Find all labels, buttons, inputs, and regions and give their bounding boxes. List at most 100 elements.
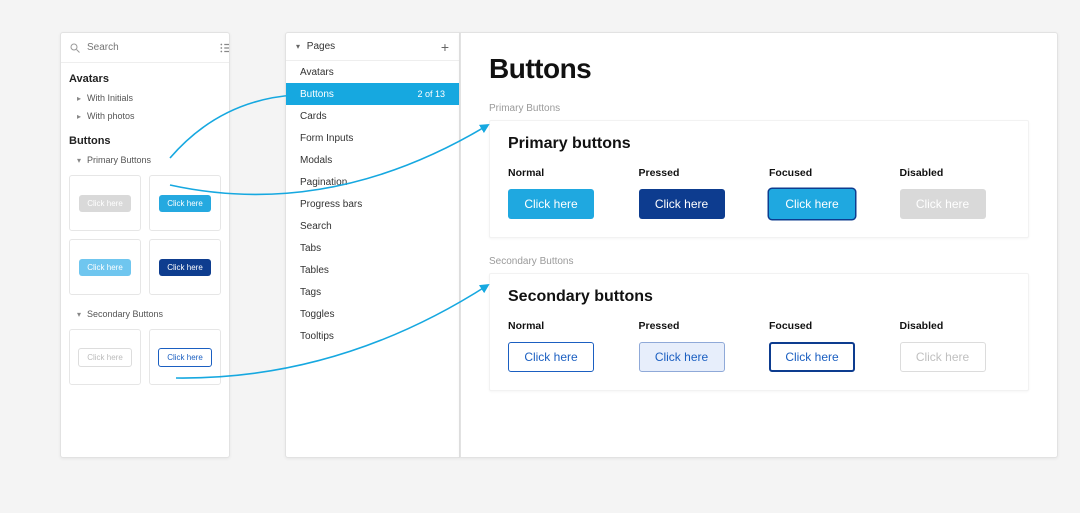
tree-item-with-initials[interactable]: ▸ With Initials: [61, 89, 229, 107]
page-item-avatars[interactable]: Avatars: [286, 61, 459, 83]
caret-down-icon: ▾: [296, 42, 300, 51]
page-item-count: 2 of 13: [417, 89, 445, 99]
page-item-label: Toggles: [300, 309, 334, 320]
tree-item-primary-buttons[interactable]: ▾ Primary Buttons: [61, 151, 229, 169]
sample-button-focused[interactable]: Click here: [769, 189, 855, 219]
tree-item-label: With photos: [87, 111, 135, 121]
page-item-cards[interactable]: Cards: [286, 105, 459, 127]
component-thumbnail[interactable]: Click here: [69, 329, 141, 385]
page-item-label: Pagination: [300, 177, 347, 188]
component-thumbnail[interactable]: Click here: [149, 175, 221, 231]
section-title-buttons: Buttons: [61, 125, 229, 151]
card-heading: Primary buttons: [508, 135, 1010, 153]
page-item-label: Tags: [300, 287, 321, 298]
tree-item-secondary-buttons[interactable]: ▾ Secondary Buttons: [61, 305, 229, 323]
sample-button-pressed[interactable]: Click here: [639, 189, 725, 219]
page-item-label: Buttons: [300, 89, 334, 100]
page-item-modals[interactable]: Modals: [286, 149, 459, 171]
caret-down-icon: ▾: [77, 156, 83, 165]
state-label: Normal: [508, 320, 619, 332]
sample-button-pressed[interactable]: Click here: [639, 342, 725, 372]
page-item-tabs[interactable]: Tabs: [286, 237, 459, 259]
search-input[interactable]: [87, 42, 219, 53]
button-state-col: Normal Click here: [508, 167, 619, 219]
sample-button-disabled[interactable]: Click here: [900, 342, 986, 372]
tree-item-label: With Initials: [87, 93, 133, 103]
page-item-form-inputs[interactable]: Form Inputs: [286, 127, 459, 149]
thumb-button-dark: Click here: [159, 259, 211, 276]
tree-item-label: Secondary Buttons: [87, 309, 163, 319]
search-icon: [69, 42, 81, 54]
sample-button-normal[interactable]: Click here: [508, 342, 594, 372]
thumb-button-disabled: Click here: [79, 195, 131, 212]
page-item-tags[interactable]: Tags: [286, 281, 459, 303]
page-item-label: Tooltips: [300, 331, 334, 342]
search-row: [61, 33, 229, 63]
group-label: Primary Buttons: [489, 103, 1029, 114]
component-card: Secondary buttonsNormalClick herePressed…: [489, 273, 1029, 391]
component-thumbnail[interactable]: Click here: [69, 239, 141, 295]
button-state-col: Normal Click here: [508, 320, 619, 372]
tree-item-with-photos[interactable]: ▸ With photos: [61, 107, 229, 125]
state-label: Focused: [769, 167, 880, 179]
state-label: Normal: [508, 167, 619, 179]
thumb-button-outline-grey: Click here: [78, 348, 132, 367]
component-browser-panel: Avatars ▸ With Initials ▸ With photos Bu…: [60, 32, 230, 458]
button-state-col: Focused Click here: [769, 320, 880, 372]
thumb-button-light: Click here: [79, 259, 131, 276]
button-state-row: NormalClick herePressedClick hereFocused…: [508, 167, 1010, 219]
list-view-icon[interactable]: [219, 41, 230, 55]
caret-right-icon: ▸: [77, 94, 83, 103]
state-label: Pressed: [639, 320, 750, 332]
sample-button-focused[interactable]: Click here: [769, 342, 855, 372]
component-thumbnail[interactable]: Click here: [149, 329, 221, 385]
state-label: Disabled: [900, 320, 1011, 332]
component-thumbnail[interactable]: Click here: [69, 175, 141, 231]
page-item-label: Tabs: [300, 243, 321, 254]
tree-item-label: Primary Buttons: [87, 155, 151, 165]
page-item-label: Tables: [300, 265, 329, 276]
page-item-label: Search: [300, 221, 332, 232]
page-item-label: Avatars: [300, 67, 334, 78]
caret-down-icon: ▾: [77, 310, 83, 319]
button-state-col: Disabled Click here: [900, 320, 1011, 372]
state-label: Disabled: [900, 167, 1011, 179]
page-item-progress-bars[interactable]: Progress bars: [286, 193, 459, 215]
pages-header-left[interactable]: ▾ Pages: [296, 41, 335, 52]
page-item-tables[interactable]: Tables: [286, 259, 459, 281]
page-item-pagination[interactable]: Pagination: [286, 171, 459, 193]
section-title-avatars: Avatars: [61, 63, 229, 89]
page-item-label: Form Inputs: [300, 133, 353, 144]
page-item-label: Progress bars: [300, 199, 362, 210]
component-card: Primary buttons Normal Click here Pressed Cl…: [489, 120, 1029, 238]
pages-panel: ▾ Pages + Avatars Buttons 2 of 13 Cards Form…: [285, 32, 460, 458]
thumbnail-grid-primary: Click here Click here Click here Click h…: [61, 169, 229, 305]
button-state-col: Disabled Click here: [900, 167, 1011, 219]
button-state-col: Pressed Click here: [639, 320, 750, 372]
page-item-tooltips[interactable]: Tooltips: [286, 325, 459, 347]
thumb-button-outline-blue: Click here: [158, 348, 212, 367]
canvas-preview: Buttons Primary Buttons Primary buttons No…: [460, 32, 1058, 458]
button-state-col: Pressed Click here: [639, 167, 750, 219]
caret-right-icon: ▸: [77, 112, 83, 121]
page-item-toggles[interactable]: Toggles: [286, 303, 459, 325]
pages-header-label: Pages: [307, 41, 335, 52]
component-thumbnail[interactable]: Click here: [149, 239, 221, 295]
pages-header: ▾ Pages +: [286, 33, 459, 61]
page-item-label: Cards: [300, 111, 327, 122]
state-label: Pressed: [639, 167, 750, 179]
thumb-button-primary: Click here: [159, 195, 211, 212]
button-state-row: NormalClick herePressedClick hereFocused…: [508, 320, 1010, 372]
button-state-col: Focused Click here: [769, 167, 880, 219]
sample-button-normal[interactable]: Click here: [508, 189, 594, 219]
card-heading: Secondary buttons: [508, 288, 1010, 306]
page-item-buttons[interactable]: Buttons 2 of 13: [286, 83, 459, 105]
thumbnail-grid-secondary: Click here Click here: [61, 323, 229, 395]
sample-button-disabled[interactable]: Click here: [900, 189, 986, 219]
state-label: Focused: [769, 320, 880, 332]
page-item-search[interactable]: Search: [286, 215, 459, 237]
page-title: Buttons: [489, 53, 1029, 85]
page-item-label: Modals: [300, 155, 332, 166]
group-label: Secondary Buttons: [489, 256, 1029, 267]
add-page-icon[interactable]: +: [441, 40, 449, 54]
